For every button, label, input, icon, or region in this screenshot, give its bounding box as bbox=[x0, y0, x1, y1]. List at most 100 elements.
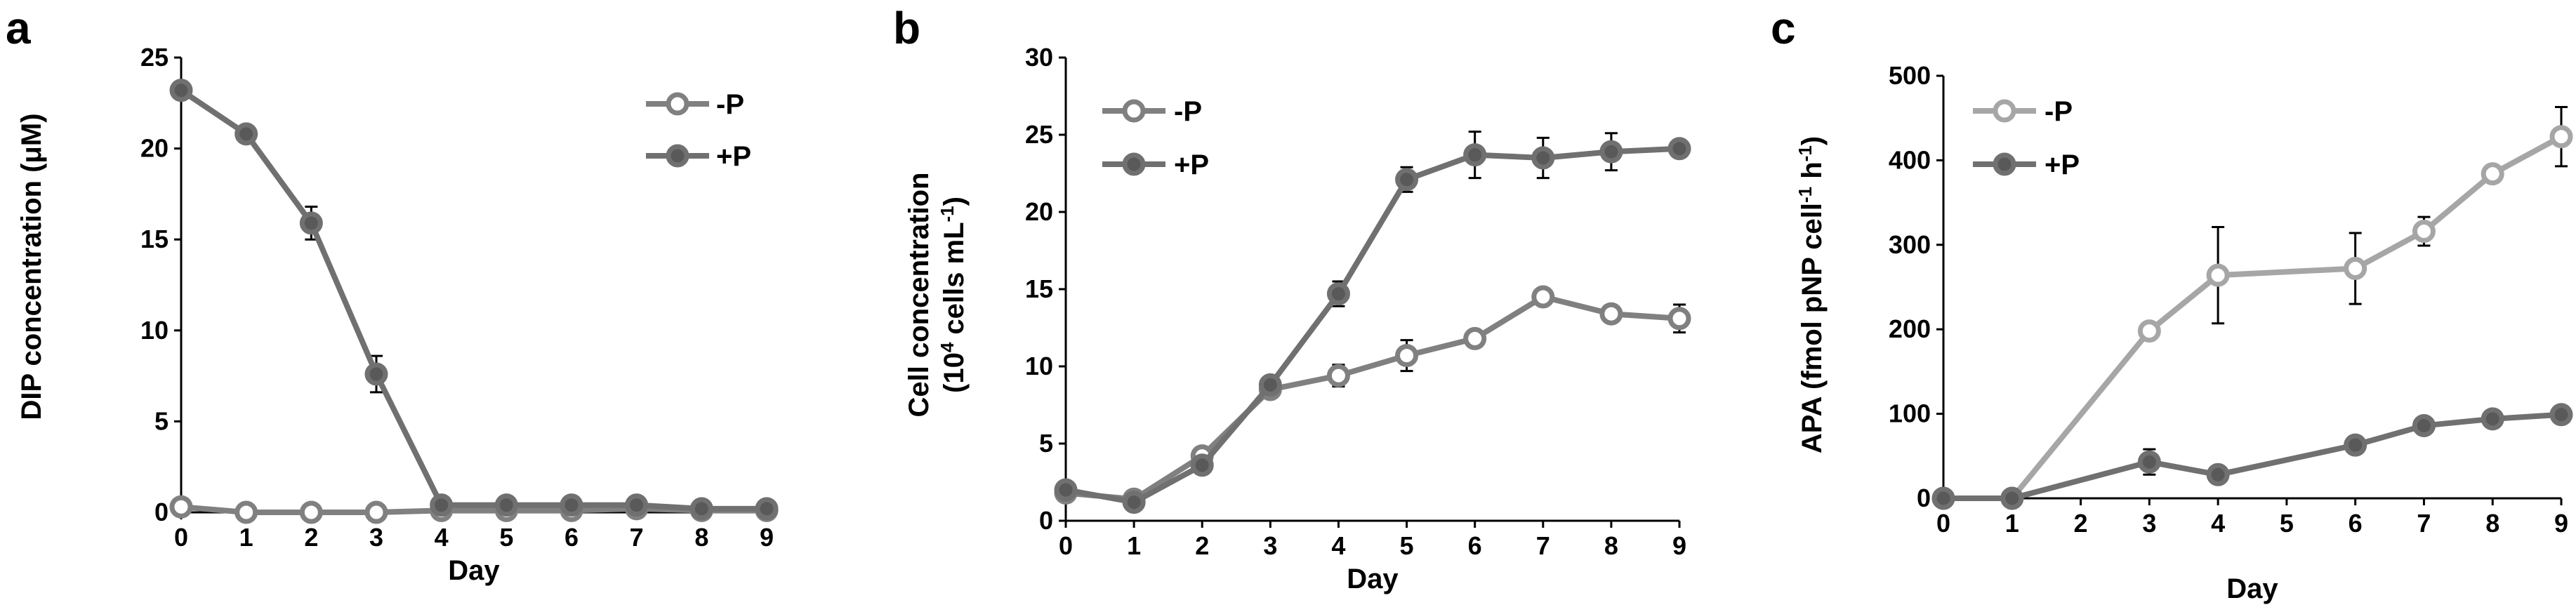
legend-b: -P +P bbox=[1102, 96, 1209, 180]
data-point-plus-p-a bbox=[625, 493, 649, 517]
panel-b: b Cell concentration (104 cells mL-1) Da… bbox=[893, 3, 1691, 594]
series-line-minus-p-b bbox=[1065, 294, 1680, 503]
data-point-plus-p-a bbox=[755, 497, 779, 521]
legend-label-minus-p-c: -P bbox=[2045, 96, 2073, 127]
data-point-plus-p-b bbox=[1599, 140, 1623, 164]
panel-label-c: c bbox=[1771, 3, 1796, 53]
data-point-plus-p-b bbox=[1667, 137, 1691, 161]
legend-label-plus-p-a: +P bbox=[716, 141, 751, 172]
data-point-minus-p-a bbox=[299, 500, 323, 524]
x-tick-label-a: 6 bbox=[564, 523, 579, 552]
x-tick-label-c: 1 bbox=[2005, 509, 2019, 538]
y-tick-label-b: 30 bbox=[1025, 43, 1053, 72]
data-point-plus-p-b bbox=[1326, 282, 1350, 306]
data-point-minus-p-c bbox=[2412, 220, 2436, 244]
legend-c: -P +P bbox=[1973, 96, 2080, 180]
data-point-plus-p-b bbox=[1258, 373, 1282, 397]
y-tick-label-b: 20 bbox=[1025, 197, 1053, 226]
plot-area-b: 0 5 10 15 20 25 30 0 1 2 3 4 5 6 7 8 9 bbox=[1025, 43, 1691, 560]
x-axis-title-b: Day bbox=[1347, 564, 1399, 594]
legend-marker-plus-p-a bbox=[666, 144, 689, 168]
x-tick-label-b: 7 bbox=[1536, 531, 1550, 560]
data-point-plus-p-a bbox=[299, 211, 323, 235]
data-point-minus-p-c bbox=[2549, 125, 2573, 149]
x-tick-label-c: 3 bbox=[2142, 509, 2156, 538]
data-point-plus-p-c bbox=[2412, 413, 2436, 437]
legend-label-minus-p-b: -P bbox=[1174, 96, 1202, 127]
y-axis-title-a: DIP concentration (μM) bbox=[16, 113, 47, 420]
data-point-minus-p-b bbox=[1599, 302, 1623, 326]
data-point-plus-p-a bbox=[430, 493, 454, 517]
data-point-plus-p-b bbox=[1054, 478, 1078, 502]
x-tick-label-c: 8 bbox=[2485, 509, 2499, 538]
series-line-minus-p-c bbox=[1943, 134, 2563, 501]
legend-a: -P +P bbox=[646, 89, 751, 172]
data-point-minus-p-a bbox=[169, 495, 193, 519]
y-tick-label-b: 0 bbox=[1039, 506, 1053, 535]
y-tick-label-c: 100 bbox=[1889, 399, 1931, 428]
panel-label-b: b bbox=[893, 3, 920, 53]
data-point-plus-p-a bbox=[364, 362, 388, 386]
data-point-plus-p-b bbox=[1531, 146, 1555, 170]
x-tick-label-b: 3 bbox=[1263, 531, 1277, 560]
x-tick-label-a: 3 bbox=[369, 523, 383, 552]
series-line-plus-p-a bbox=[179, 88, 767, 512]
y-axis-title-b-line2: (104 cells mL-1) bbox=[937, 197, 970, 393]
x-tick-label-b: 5 bbox=[1400, 531, 1414, 560]
x-axis-title-c: Day bbox=[2226, 573, 2278, 604]
data-point-plus-p-c bbox=[2206, 463, 2230, 486]
data-point-plus-p-c bbox=[1931, 486, 1955, 510]
x-tick-label-a: 5 bbox=[499, 523, 513, 552]
x-tick-label-c: 5 bbox=[2280, 509, 2294, 538]
y-tick-label-b: 5 bbox=[1039, 429, 1053, 458]
y-tick-label-a: 20 bbox=[140, 134, 169, 163]
data-point-plus-p-b bbox=[1122, 491, 1146, 514]
y-tick-label-a: 10 bbox=[140, 316, 169, 345]
x-tick-label-a: 8 bbox=[694, 523, 708, 552]
y-tick-label-c: 0 bbox=[1917, 484, 1931, 512]
x-tick-label-a: 2 bbox=[304, 523, 318, 552]
data-point-plus-p-c bbox=[2481, 407, 2504, 431]
data-point-minus-p-c bbox=[2206, 263, 2230, 287]
data-point-minus-p-b bbox=[1667, 307, 1691, 331]
x-tick-label-c: 9 bbox=[2554, 509, 2568, 538]
x-tick-label-b: 9 bbox=[1672, 531, 1686, 560]
legend-label-plus-p-c: +P bbox=[2045, 149, 2080, 180]
data-point-plus-p-c bbox=[2344, 433, 2367, 457]
legend-label-minus-p-a: -P bbox=[716, 89, 744, 120]
x-tick-label-b: 8 bbox=[1604, 531, 1618, 560]
y-tick-label-a: 25 bbox=[140, 43, 169, 72]
x-tick-label-a: 1 bbox=[239, 523, 253, 552]
x-tick-label-c: 7 bbox=[2417, 509, 2431, 538]
panel-c: c APA (fmol pNP cell-1 h-1) Day 0 100 200 3… bbox=[1771, 3, 2573, 604]
data-point-plus-p-b bbox=[1190, 453, 1214, 477]
panel-label-a: a bbox=[6, 3, 31, 53]
legend-marker-plus-p-b bbox=[1122, 152, 1146, 176]
y-tick-label-a: 0 bbox=[154, 498, 169, 526]
plot-area-c: 0 100 200 300 400 500 0 1 2 3 4 5 6 7 8 9 bbox=[1889, 61, 2573, 538]
data-point-plus-p-b bbox=[1395, 168, 1419, 192]
x-tick-label-a: 7 bbox=[630, 523, 644, 552]
x-tick-label-b: 0 bbox=[1059, 531, 1073, 560]
data-point-plus-p-c bbox=[2549, 403, 2573, 427]
plot-area-a: 0 5 10 15 20 25 0 1 2 3 4 5 6 7 8 9 bbox=[140, 43, 779, 552]
y-tick-label-b: 10 bbox=[1025, 352, 1053, 380]
x-tick-label-c: 4 bbox=[2211, 509, 2225, 538]
x-tick-label-b: 1 bbox=[1127, 531, 1141, 560]
data-point-plus-p-b bbox=[1463, 143, 1487, 167]
data-point-minus-p-c bbox=[2344, 257, 2367, 281]
x-tick-label-b: 6 bbox=[1468, 531, 1482, 560]
data-point-minus-p-a bbox=[235, 500, 258, 524]
x-axis-title-a: Day bbox=[448, 555, 500, 586]
x-tick-label-a: 0 bbox=[174, 523, 188, 552]
legend-marker-minus-p-a bbox=[666, 92, 689, 116]
legend-marker-minus-p-b bbox=[1122, 99, 1146, 123]
legend-marker-minus-p-c bbox=[1993, 99, 2016, 123]
legend-label-plus-p-b: +P bbox=[1174, 149, 1209, 180]
legend-marker-plus-p-c bbox=[1993, 152, 2016, 176]
y-tick-label-c: 500 bbox=[1889, 61, 1931, 90]
y-axis-title-b-line1: Cell concentration bbox=[904, 173, 934, 418]
series-line-plus-p-b bbox=[1065, 145, 1680, 505]
data-point-minus-p-b bbox=[1395, 344, 1419, 368]
data-point-minus-p-b bbox=[1463, 326, 1487, 350]
